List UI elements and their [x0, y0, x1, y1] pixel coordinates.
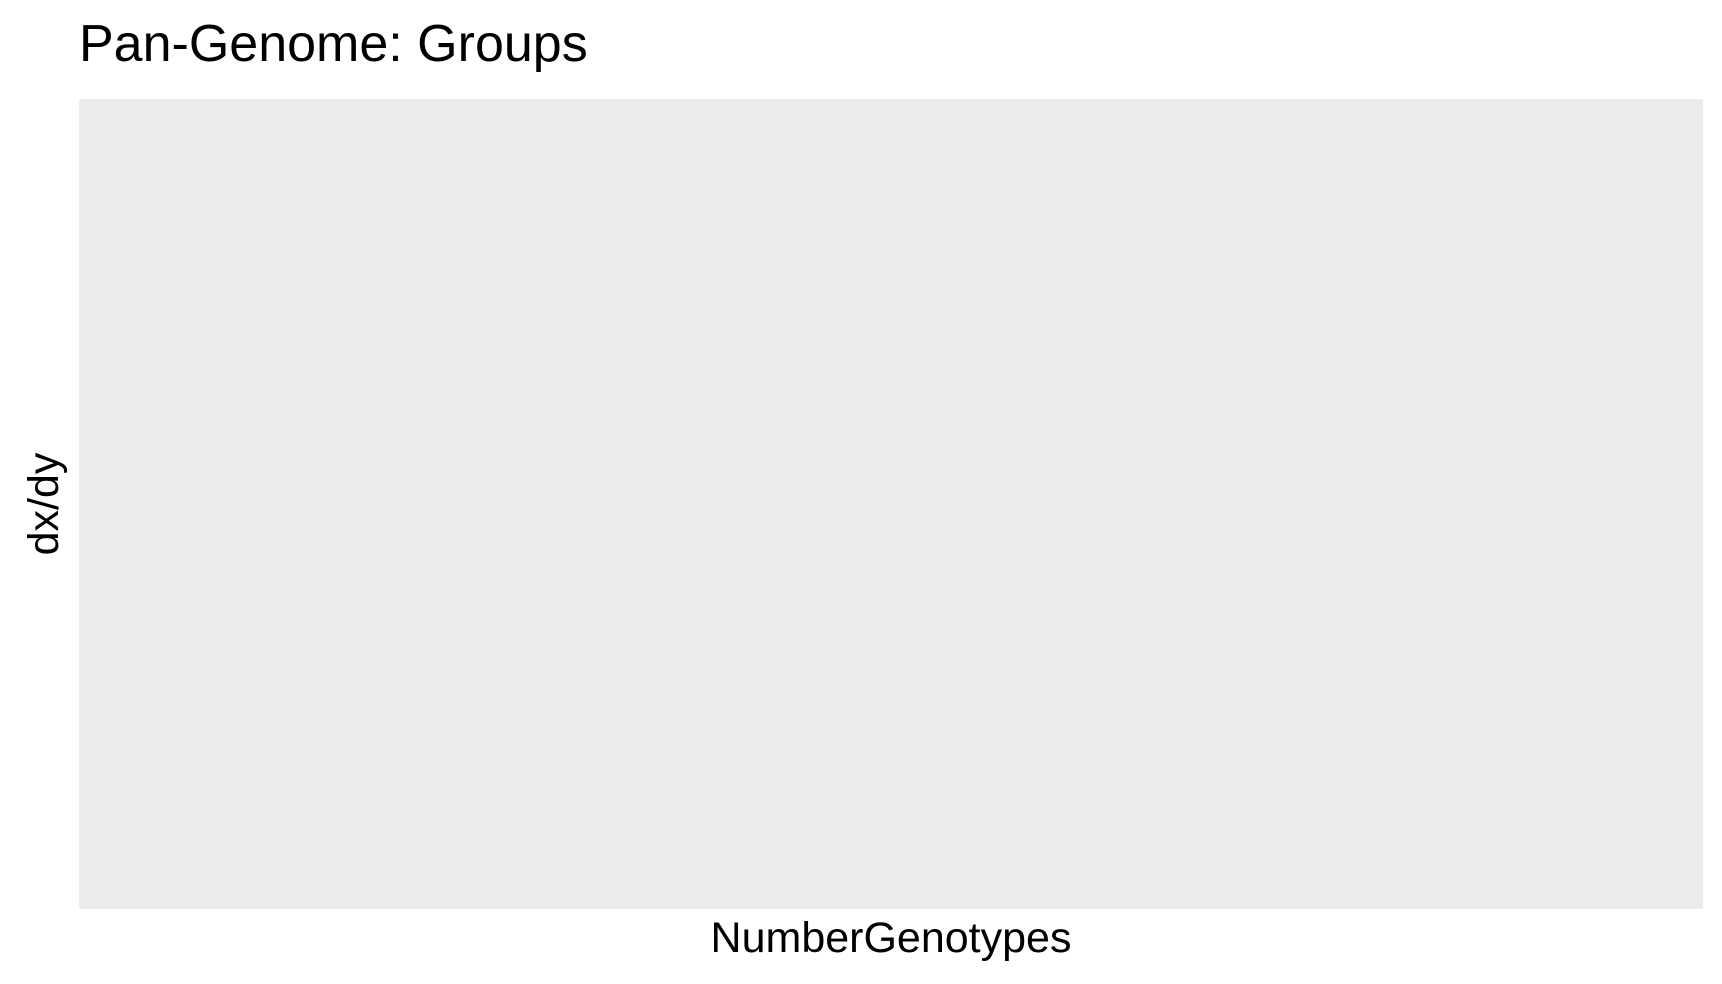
plot-panel	[79, 99, 1703, 909]
chart-title: Pan-Genome: Groups	[79, 15, 588, 73]
y-axis-label: dx/dy	[20, 452, 68, 556]
plot-panel-background	[79, 99, 1703, 909]
x-axis-label: NumberGenotypes	[710, 914, 1072, 962]
